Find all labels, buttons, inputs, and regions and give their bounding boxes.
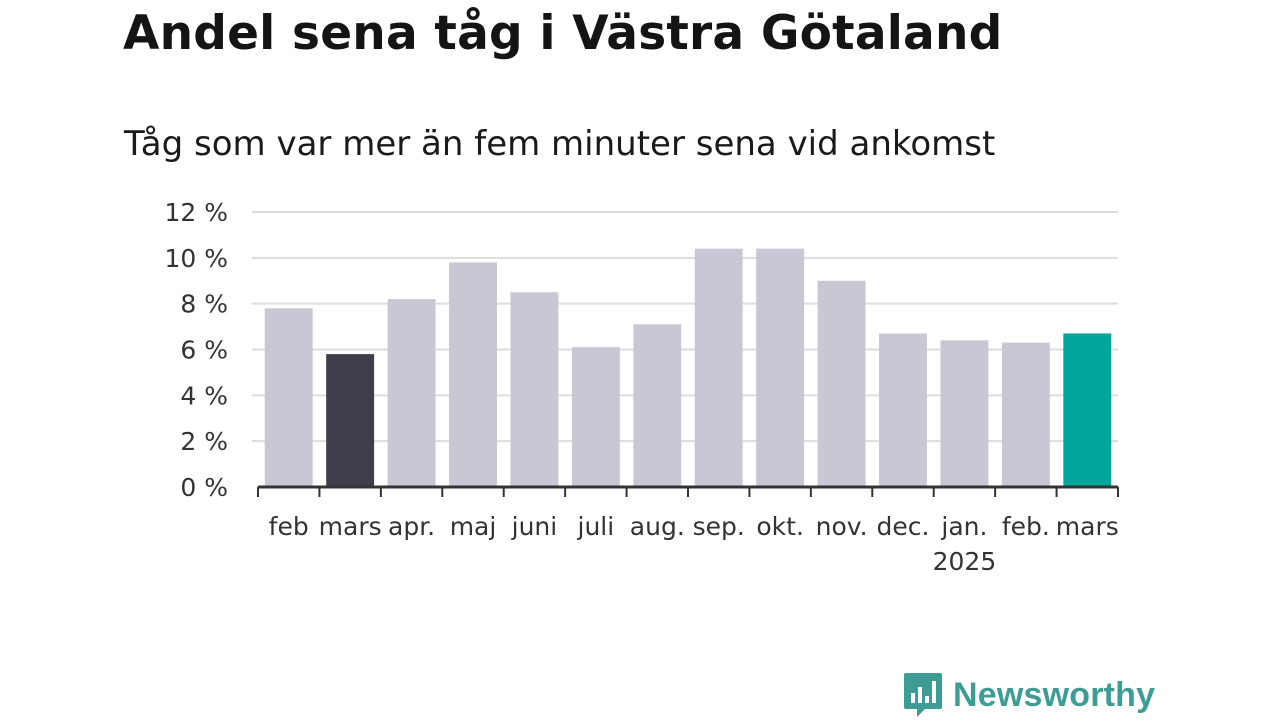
- x-tick-label: apr.: [388, 512, 435, 541]
- chart-title: Andel sena tåg i Västra Götaland: [123, 6, 1003, 61]
- y-tick-label: 2 %: [180, 427, 228, 456]
- bar: [694, 248, 743, 487]
- bar: [1001, 342, 1050, 487]
- bar: [633, 324, 682, 487]
- x-tick-label: juni: [511, 512, 558, 541]
- y-tick-label: 0 %: [180, 473, 228, 502]
- x-tick-label: nov.: [816, 512, 868, 541]
- bar: [1063, 333, 1112, 487]
- y-tick-label: 6 %: [180, 336, 228, 365]
- x-tick-label: maj: [450, 512, 497, 541]
- bar: [817, 280, 866, 487]
- y-tick-label: 8 %: [180, 290, 228, 319]
- x-tick-label: feb.: [1002, 512, 1050, 541]
- bar: [879, 333, 927, 487]
- x-tick-label: mars: [1056, 512, 1119, 541]
- newsworthy-logo-icon: [904, 673, 942, 717]
- x-tick-label: feb: [269, 512, 309, 541]
- x-year-label: 2025: [933, 547, 997, 576]
- y-tick-label: 10 %: [164, 244, 228, 273]
- x-tick-label: mars: [319, 512, 382, 541]
- x-tick-label: juli: [577, 512, 615, 541]
- x-tick-label: okt.: [756, 512, 804, 541]
- bar: [940, 340, 989, 487]
- x-tick-label: aug.: [630, 512, 685, 541]
- bar: [756, 248, 805, 487]
- bar: [326, 354, 375, 487]
- brand-name: Newsworthy: [953, 675, 1156, 714]
- chart-subtitle: Tåg som var mer än fem minuter sena vid …: [124, 124, 996, 164]
- y-tick-label: 4 %: [180, 381, 228, 410]
- x-tick-label: dec.: [877, 512, 930, 541]
- bar: [571, 347, 620, 487]
- y-tick-label: 12 %: [164, 198, 228, 227]
- x-tick-label: sep.: [693, 512, 745, 541]
- bar: [449, 262, 497, 487]
- brand-logo: Newsworthy: [903, 671, 1155, 719]
- bar: [510, 292, 559, 487]
- x-tick-label: jan.: [940, 512, 987, 541]
- bar: [264, 308, 313, 487]
- bar: [387, 299, 436, 487]
